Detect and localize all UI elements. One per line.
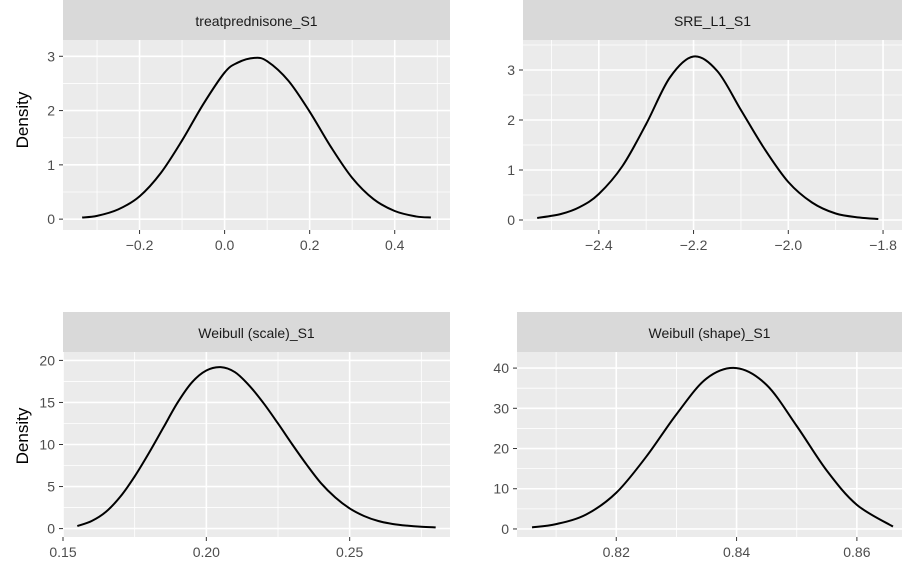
facet-panel-2: SRE_L1_S1 −2.4 −2.2 −2.0 −1.8 0 1 2 3	[507, 0, 902, 253]
x-tick-label: 0.20	[193, 544, 220, 560]
density-curve	[82, 56, 431, 219]
facet-panel-4: Weibull (shape)_S1 0.82 0.84 0.86 0 10 20 30 40	[493, 312, 902, 560]
plot-area	[523, 40, 902, 230]
facet-strip	[523, 0, 902, 40]
x-tick-label: 0.4	[385, 237, 405, 253]
x-tick-label: 0.82	[603, 544, 630, 560]
y-axis-label: Density	[13, 407, 32, 464]
y-tick-label: 0	[47, 521, 55, 537]
facet-strip	[517, 312, 902, 352]
y-tick-label: 15	[39, 394, 55, 410]
y-tick-label: 30	[493, 400, 509, 416]
plot-area	[517, 352, 902, 537]
plot-area	[63, 40, 450, 230]
x-tick-label: 0.15	[49, 544, 76, 560]
x-tick-label: −2.0	[774, 237, 802, 253]
y-tick-label: 2	[507, 112, 515, 128]
facet-strip	[63, 312, 450, 352]
facet-strip	[63, 0, 450, 40]
y-tick-label: 2	[47, 103, 55, 119]
facet-title: Weibull (scale)_S1	[198, 325, 315, 341]
facet-title: SRE_L1_S1	[674, 13, 751, 29]
y-tick-label: 10	[39, 437, 55, 453]
x-tick-label: 0.25	[336, 544, 363, 560]
density-curve	[531, 366, 894, 529]
density-curve	[76, 366, 436, 529]
x-tick-label: −0.2	[126, 237, 154, 253]
x-tick-label: 0.84	[723, 544, 750, 560]
y-tick-label: 1	[507, 162, 515, 178]
facet-panel-3: Weibull (scale)_S1 0.15 0.20 0.25 0 5 10 15 20 De…	[13, 312, 450, 560]
y-tick-label: 0	[47, 211, 55, 227]
facet-panel-1: treatprednisone_S1 −0.2 0.0 0.2 0.4 0 1 2 3 Densi…	[13, 0, 450, 253]
x-tick-label: −1.8	[869, 237, 897, 253]
y-tick-label: 1	[47, 157, 55, 173]
x-tick-label: 0.86	[843, 544, 870, 560]
y-axis-label: Density	[13, 91, 32, 148]
x-tick-label: −2.4	[585, 237, 613, 253]
facet-title: treatprednisone_S1	[195, 13, 317, 29]
x-tick-label: −2.2	[680, 237, 708, 253]
y-tick-label: 5	[47, 479, 55, 495]
y-tick-label: 20	[493, 441, 509, 457]
y-tick-label: 3	[47, 48, 55, 64]
y-tick-label: 10	[493, 481, 509, 497]
y-tick-label: 0	[501, 521, 509, 537]
y-tick-label: 40	[493, 360, 509, 376]
facet-title: Weibull (shape)_S1	[649, 325, 771, 341]
density-curve	[537, 55, 879, 220]
x-tick-label: 0.2	[300, 237, 320, 253]
x-tick-label: 0.0	[215, 237, 235, 253]
y-tick-label: 20	[39, 352, 55, 368]
y-tick-label: 0	[507, 212, 515, 228]
y-tick-label: 3	[507, 62, 515, 78]
